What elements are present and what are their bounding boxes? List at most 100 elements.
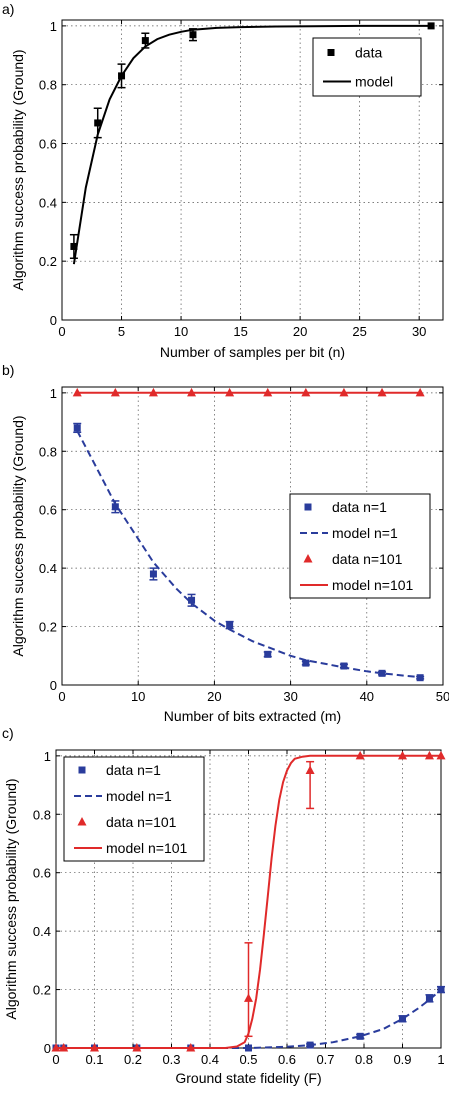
y-axis: 0 0.2 0.4 0.6 0.8 1 (39, 19, 443, 328)
series-model-n-1 (76, 430, 421, 679)
series-model-n-101 (56, 754, 441, 1049)
y-tick-label: 0.2 (39, 620, 57, 635)
data-point (226, 621, 234, 629)
data-point (149, 570, 157, 578)
x-tick-label: 0.3 (162, 1052, 180, 1067)
y-tick-label: 0.4 (39, 561, 57, 576)
y-tick-label: 0.8 (39, 444, 57, 459)
y-tick-label: 1 (44, 749, 51, 764)
legend-label: data n=101 (332, 551, 403, 567)
series-line (72, 24, 432, 265)
y-tick-label: 0.2 (33, 983, 51, 998)
legend-box (63, 756, 205, 862)
legend-label: data n=1 (332, 499, 387, 515)
x-tick-label: 50 (436, 689, 449, 704)
y-tick-label: 0 (50, 313, 57, 328)
x-tick-label: 0 (58, 689, 65, 704)
x-tick-label: 40 (360, 689, 374, 704)
y-axis-label: Algorithm success probability (Ground) (10, 49, 26, 290)
x-tick-label: 25 (352, 324, 366, 339)
y-axis-label: Algorithm success probability (Ground) (3, 778, 19, 1019)
y-tick-label: 1 (50, 19, 57, 34)
y-axis-label: Algorithm success probability (Ground) (10, 415, 26, 656)
legend-marker (327, 49, 335, 56)
y-tick-label: 0.4 (39, 195, 57, 210)
data-point (356, 1032, 364, 1040)
x-tick-label: 30 (283, 689, 297, 704)
y-tick-label: 0.6 (39, 503, 57, 518)
legend-label: data n=1 (106, 762, 161, 778)
data-point (73, 424, 81, 432)
x-tick-label: 20 (207, 689, 221, 704)
y-tick-label: 1 (50, 386, 57, 401)
data-point (305, 765, 315, 774)
data-point (416, 674, 424, 682)
y-tick-label: 0.4 (33, 924, 51, 939)
data-point (340, 662, 348, 670)
x-tick-label: 30 (412, 324, 426, 339)
x-tick-label: 20 (293, 324, 307, 339)
data-point (111, 503, 119, 511)
data-point (141, 37, 149, 45)
x-tick-label: 10 (131, 689, 145, 704)
y-tick-label: 0 (44, 1041, 51, 1056)
legend-marker (77, 817, 87, 826)
x-tick-label: 0 (58, 324, 65, 339)
series-line (56, 754, 441, 1049)
y-tick-label: 0.6 (39, 137, 57, 152)
legend: data n=1 model n=1 data n=101 model n=101 (289, 493, 431, 599)
legend-label: model (355, 74, 393, 90)
x-tick-label: 0.6 (278, 1052, 296, 1067)
data-point (437, 986, 445, 994)
panel-2: b) 0 10 20 30 40 50 0 0.2 0.4 0.6 0.8 1 Number of bit… (2, 362, 449, 724)
panel-label: b) (2, 362, 14, 378)
x-tick-label: 0 (52, 1052, 59, 1067)
series-model-n-1 (56, 988, 442, 1049)
data-point (264, 650, 272, 658)
legend-label: model n=101 (106, 840, 188, 856)
panel-label: a) (2, 1, 14, 17)
y-tick-label: 0.8 (33, 807, 51, 822)
legend-label: model n=1 (332, 525, 398, 541)
data-point (399, 1015, 406, 1023)
x-tick-label: 15 (233, 324, 247, 339)
data-point (188, 596, 196, 604)
data-point (189, 31, 197, 39)
legend-label: model n=101 (332, 577, 414, 593)
x-axis: 0 5 10 15 20 25 30 (58, 20, 426, 339)
series-line (76, 430, 421, 679)
data-point (244, 993, 253, 1002)
x-tick-label: 10 (174, 324, 188, 339)
x-tick-label: 0.1 (85, 1052, 103, 1067)
x-tick-label: 0.9 (393, 1052, 411, 1067)
legend-marker (303, 554, 313, 563)
y-tick-label: 0.6 (33, 866, 51, 881)
plot-frame (61, 386, 444, 686)
data-point (302, 659, 310, 667)
legend-marker (78, 766, 86, 774)
panel-label: c) (2, 725, 14, 741)
x-axis-label: Number of samples per bit (n) (160, 344, 345, 360)
legend-box (312, 37, 422, 97)
x-tick-label: 0.5 (239, 1052, 257, 1067)
panel-1: a) 0 5 10 15 20 25 30 0 0.2 0.4 0.6 0.8 1 Number of sa… (2, 1, 444, 360)
legend-label: model n=1 (106, 788, 172, 804)
x-axis-label: Ground state fidelity (F) (175, 1070, 321, 1086)
series-model (72, 24, 432, 265)
x-tick-label: 1 (437, 1052, 444, 1067)
data-point (94, 119, 102, 127)
y-tick-label: 0 (50, 678, 57, 693)
data-point (425, 994, 433, 1002)
legend-marker (304, 503, 312, 511)
legend: data model (312, 37, 422, 97)
panel-3: c) 0 0.1 0.2 0.3 0.4 0.5 0.6 0.7 0.8 0.9 1 0 0.2 0.4 0.… (2, 725, 446, 1086)
data-point (70, 242, 78, 250)
plot-frame (61, 19, 444, 321)
x-tick-label: 0.7 (316, 1052, 334, 1067)
data-point (415, 387, 425, 397)
legend-box (289, 493, 431, 599)
x-tick-label: 0.2 (124, 1052, 142, 1067)
x-tick-label: 0.4 (201, 1052, 219, 1067)
legend-label: data n=101 (106, 814, 177, 830)
